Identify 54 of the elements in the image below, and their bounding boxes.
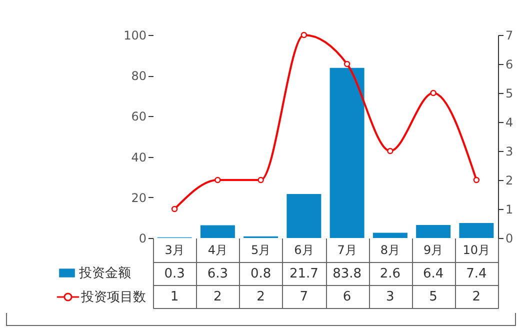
y-tick-label: 60	[131, 110, 146, 124]
data-label: 0.3	[164, 266, 185, 282]
data-label: 3	[386, 290, 394, 304]
data-label: 7.4	[466, 266, 487, 282]
point	[387, 148, 394, 154]
data-label: 6.4	[422, 266, 444, 282]
data-label: 2.6	[380, 266, 401, 282]
y2-tick-label: 5	[506, 86, 514, 100]
y-tick-label: 40	[131, 150, 146, 164]
bar	[330, 68, 364, 238]
data-label: 1	[170, 290, 179, 304]
point	[300, 32, 308, 38]
bar	[416, 225, 451, 238]
y2-tick-label: 1	[506, 202, 514, 216]
data-label: 83.8	[332, 266, 362, 282]
data-label: 5	[429, 290, 438, 304]
point	[214, 176, 221, 184]
point	[430, 90, 436, 96]
y2-tick-label: 2	[506, 174, 514, 188]
bar	[200, 225, 235, 238]
point	[171, 206, 178, 212]
x-tick-label: 4月	[208, 243, 228, 257]
x-tick-label: 10月	[462, 243, 490, 257]
point	[344, 60, 350, 68]
legend-label: 投资金额	[78, 266, 131, 281]
point	[473, 176, 480, 184]
data-label: 7	[300, 290, 308, 304]
y-tick-label: 80	[131, 69, 146, 84]
y2-tick-label: 6	[506, 58, 514, 72]
x-tick-label: 8月	[380, 243, 400, 257]
x-tick-label: 9月	[423, 243, 444, 257]
x-tick-label: 7月	[337, 243, 357, 257]
y-tick-label: 20	[131, 190, 146, 205]
data-label: 2	[214, 290, 222, 304]
x-tick-label: 3月	[164, 243, 184, 257]
data-label: 2	[256, 290, 265, 304]
y-tick-label: 0	[138, 232, 146, 246]
data-label: 6.3	[207, 266, 228, 282]
data-label: 21.7	[289, 266, 318, 282]
bar	[286, 194, 322, 238]
data-label: 6	[342, 290, 352, 304]
y2-tick-label: 3	[506, 144, 514, 158]
point	[258, 176, 264, 184]
x-tick-label: 5月	[250, 243, 271, 257]
y-tick-label: 100	[124, 28, 146, 42]
data-label: 0.8	[250, 266, 272, 282]
bar	[459, 222, 494, 238]
y2-tick-label: 4	[506, 116, 514, 130]
bar	[372, 232, 408, 238]
data-label: 2	[472, 290, 481, 304]
x-tick-label: 6月	[294, 243, 314, 257]
y2-tick-label: 7	[506, 28, 514, 42]
legend-label: 投资项目数	[80, 290, 146, 305]
y2-tick-label: 0	[506, 232, 514, 246]
